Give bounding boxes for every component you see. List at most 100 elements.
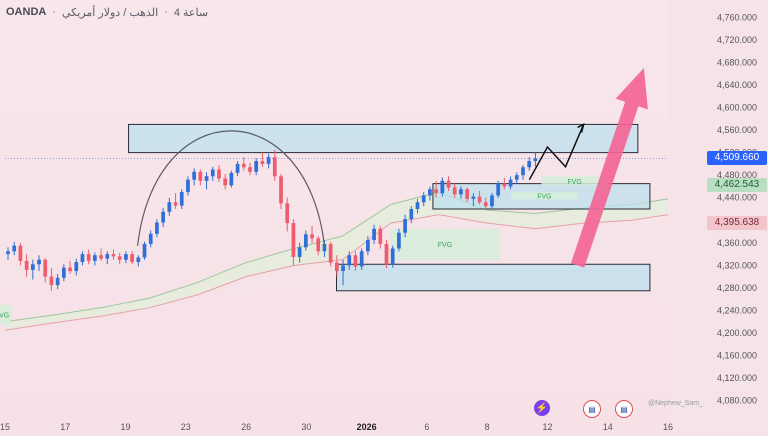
candle-body (452, 187, 457, 195)
candle-body (12, 245, 17, 252)
candle-body (68, 267, 72, 272)
candle-body (359, 251, 364, 267)
candle-body (514, 175, 519, 180)
header-separator: · (164, 6, 168, 18)
candle-body (210, 169, 215, 177)
x-tick-label: 23 (181, 422, 191, 432)
candle-body (527, 161, 532, 168)
candle-body (30, 264, 35, 270)
projection-path (528, 124, 585, 181)
bullish-big-arrow (570, 68, 648, 268)
fvg-zone (541, 176, 608, 186)
lightning-icon[interactable]: ⚡ (534, 400, 550, 416)
candle-body (471, 196, 476, 199)
price-tag: 4,462.543 (707, 178, 767, 192)
y-tick-label: 4,080.000 (717, 396, 757, 406)
candle-body (316, 238, 321, 252)
symbol-label: الذهب / دولار أمريكي (62, 7, 159, 19)
candle-body (434, 189, 438, 194)
fvg-layer: FVG FVG FVG FVG (0, 176, 608, 325)
chart-header: OANDA · الذهب / دولار أمريكي · 4 ساعة (6, 6, 208, 19)
candle-layer (6, 149, 538, 291)
candle-body (384, 243, 389, 265)
candle-body (372, 228, 376, 241)
x-tick-label: 26 (241, 422, 251, 432)
cloud-area (5, 192, 668, 331)
candle-body (334, 262, 339, 272)
candle-body (186, 179, 190, 193)
candle-body (74, 262, 79, 272)
candle-body (533, 158, 538, 162)
x-tick-label: 30 (301, 422, 311, 432)
us-flag-icon[interactable]: ▤ (615, 400, 633, 418)
candle-body (136, 257, 141, 263)
candle-body (55, 277, 60, 286)
candle-body (223, 178, 228, 186)
candle-body (229, 172, 234, 186)
header-separator: · (52, 6, 57, 18)
candle-body (297, 247, 302, 257)
y-tick-label: 4,320.000 (717, 260, 757, 270)
fvg-zone (511, 192, 578, 200)
candle-body (254, 161, 259, 172)
projection-arrowhead (577, 123, 585, 133)
candle-body (142, 243, 147, 258)
interval-label: 4 ساعة (173, 7, 209, 19)
fvg-label: FVG (0, 313, 9, 320)
candle-body (508, 179, 513, 187)
y-tick-label: 4,640.000 (717, 80, 757, 90)
candle-body (428, 189, 432, 196)
candle-body (409, 209, 414, 220)
candle-body (328, 243, 333, 263)
candle-body (403, 219, 407, 233)
candle-body (483, 202, 488, 207)
candle-body (192, 171, 197, 180)
x-tick-label: 12 (542, 422, 552, 432)
y-tick-label: 4,440.000 (717, 193, 757, 203)
candle-body (496, 183, 501, 196)
candle-body (179, 192, 184, 206)
candle-body (279, 176, 283, 204)
candle-body (204, 176, 209, 181)
y-tick-label: 4,240.000 (717, 306, 757, 316)
candle-body (217, 169, 221, 179)
drawing-layer (5, 68, 668, 268)
price-tag: 4,509.660 (707, 151, 767, 166)
y-tick-label: 4,120.000 (717, 373, 757, 383)
candle-body (24, 260, 29, 270)
candle-body (421, 195, 426, 203)
demand-zone (336, 263, 651, 292)
fvg-label: FVG (438, 242, 452, 249)
candle-body (341, 265, 345, 272)
candle-body (130, 254, 134, 263)
broker-label: OANDA (6, 6, 47, 18)
fvg-label: FVG (537, 194, 551, 201)
y-tick-label: 4,160.000 (717, 351, 757, 361)
candle-body (49, 276, 54, 286)
x-tick-label: 19 (121, 422, 131, 432)
candle-body (6, 251, 10, 255)
y-tick-label: 4,680.000 (717, 57, 757, 67)
candle-body (241, 163, 246, 168)
candle-body (155, 222, 159, 234)
x-tick-label: 16 (663, 422, 673, 432)
candle-body (502, 183, 507, 187)
x-tick-label: 17 (60, 422, 70, 432)
x-tick-label: 2026 (357, 422, 377, 432)
candle-body (266, 157, 271, 164)
y-tick-label: 4,720.000 (717, 35, 757, 45)
candle-body (248, 167, 252, 172)
us-flag-icon[interactable]: ▤ (583, 400, 601, 418)
candle-body (86, 254, 91, 261)
candle-body (397, 232, 401, 249)
candle-body (43, 259, 48, 277)
cloud-upper-line (4, 191, 669, 323)
candle-body (415, 202, 420, 209)
candle-body (446, 180, 451, 188)
candle-body (322, 243, 327, 252)
cup-arc (137, 130, 326, 246)
candle-body (272, 157, 277, 177)
candle-body (490, 195, 494, 207)
